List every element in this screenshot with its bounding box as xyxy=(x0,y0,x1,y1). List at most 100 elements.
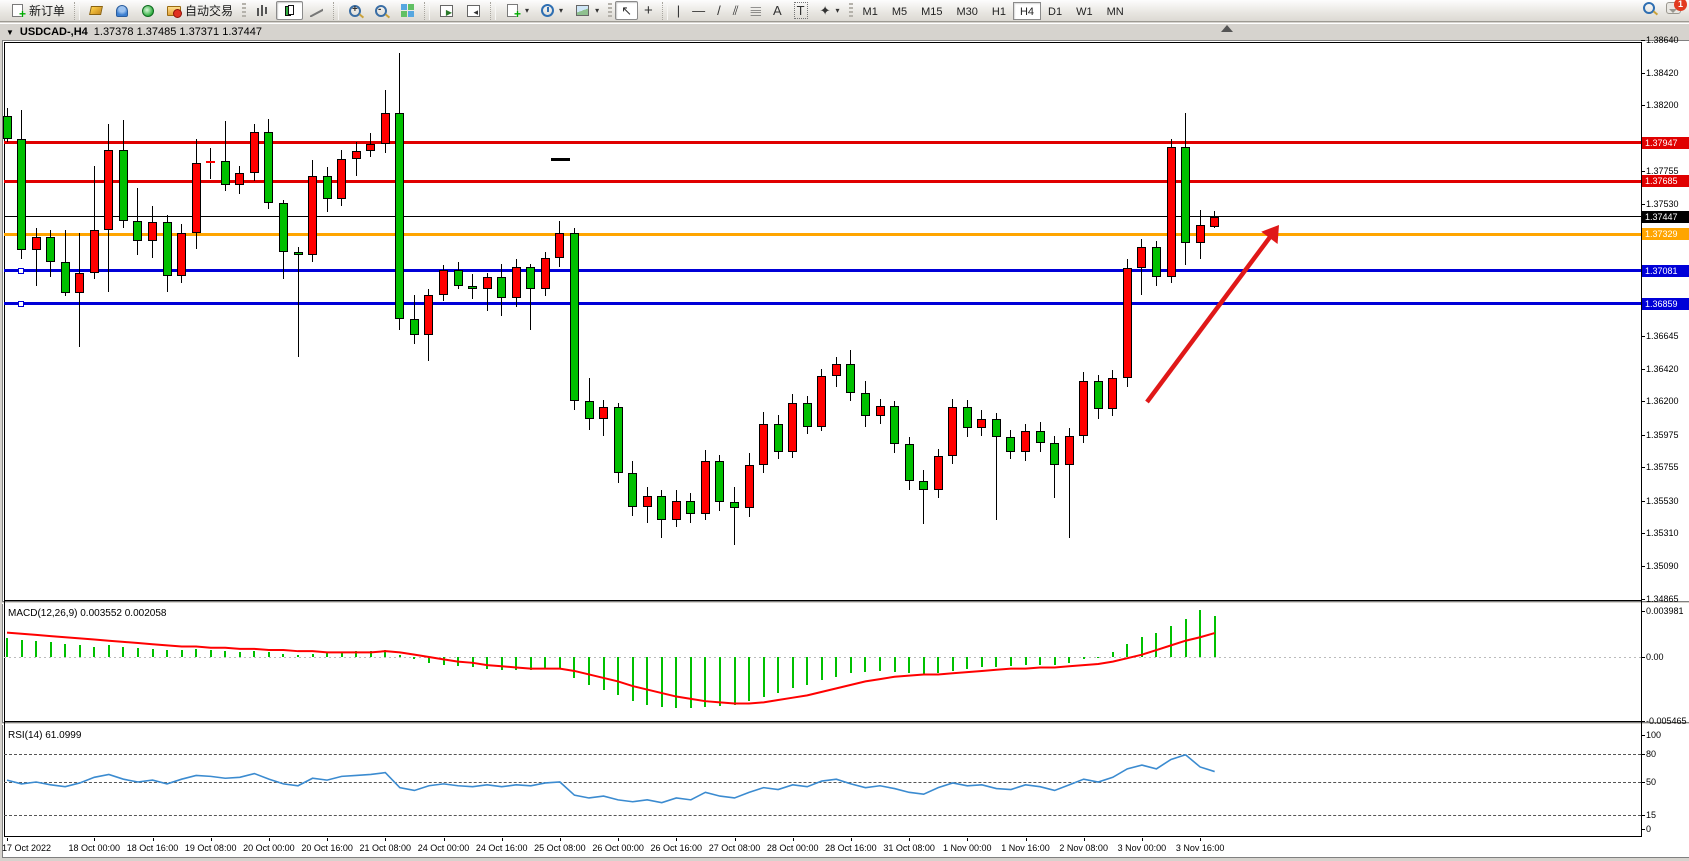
cursor-tool-button[interactable]: ↖ xyxy=(615,1,638,20)
auto-scroll-button[interactable] xyxy=(433,1,460,20)
macd-histogram-bar xyxy=(849,657,852,674)
time-label: 26 Oct 16:00 xyxy=(650,843,703,853)
channel-icon: ⫽ xyxy=(732,3,739,18)
macd-histogram-bar xyxy=(442,657,445,666)
time-label: 24 Oct 00:00 xyxy=(417,843,470,853)
arrows-tool[interactable]: ✦ ▾ xyxy=(814,1,846,20)
candle-body-down xyxy=(686,500,696,515)
horizontal-line-object[interactable] xyxy=(4,302,1641,306)
signals-button[interactable] xyxy=(135,1,161,20)
time-tick xyxy=(210,838,212,841)
line-chart-button[interactable] xyxy=(303,1,330,20)
candle-body-up xyxy=(206,161,216,163)
macd-histogram-bar xyxy=(689,657,692,709)
macd-histogram-bar xyxy=(558,657,561,669)
macd-label: MACD(12,26,9) 0.003552 0.002058 xyxy=(8,608,167,619)
timeframe-D1[interactable]: D1 xyxy=(1048,5,1063,18)
macd-histogram-bar xyxy=(93,646,96,657)
zoom-in-button[interactable]: + xyxy=(342,1,368,20)
candle-body-down xyxy=(526,266,536,289)
bar-chart-button[interactable] xyxy=(249,1,276,20)
chart-shift-button[interactable] xyxy=(460,1,487,20)
macd-axis-tick xyxy=(1641,720,1645,722)
auto-scroll-icon xyxy=(440,4,454,17)
timeframe-MN[interactable]: MN xyxy=(1106,5,1124,18)
separator xyxy=(424,1,431,20)
line-drag-handle[interactable] xyxy=(18,267,24,274)
macd-histogram-bar xyxy=(675,657,678,709)
macd-histogram-bar xyxy=(980,657,983,668)
candle-body-down xyxy=(264,131,274,203)
macd-histogram-bar xyxy=(879,657,881,671)
price-tick-label: 1.35310 xyxy=(1646,528,1679,539)
zoom-out-button[interactable]: - xyxy=(368,1,394,20)
candle-body-up xyxy=(380,112,390,144)
macd-histogram-bar xyxy=(267,652,270,657)
vertical-line-tool[interactable]: | xyxy=(671,1,686,20)
macd-splitter[interactable] xyxy=(2,601,1689,604)
crosshair-tool-button[interactable]: + xyxy=(638,1,659,20)
candle-body-down xyxy=(278,202,288,252)
channel-tool[interactable]: ⫽ xyxy=(727,1,745,20)
search-icon[interactable] xyxy=(1643,2,1655,14)
horizontal-line-tool[interactable]: — xyxy=(686,1,711,20)
candle-body-down xyxy=(584,401,594,420)
time-label: 26 Oct 00:00 xyxy=(592,843,644,853)
macd-histogram-bar xyxy=(937,657,940,674)
timeframe-M5[interactable]: M5 xyxy=(891,5,908,18)
text-tool[interactable]: A xyxy=(767,1,788,20)
notifications-icon[interactable]: 1 xyxy=(1666,0,1687,14)
toolbar-grip xyxy=(848,2,853,19)
timeframe-H1[interactable]: H1 xyxy=(991,5,1006,18)
timeframe-W1[interactable]: W1 xyxy=(1076,5,1093,18)
candle-body-down xyxy=(569,232,579,402)
candle-body-up xyxy=(1108,377,1118,409)
horizontal-line-object[interactable] xyxy=(4,179,1641,183)
candle-body-down xyxy=(497,277,507,298)
time-tick xyxy=(327,838,329,841)
candle-body-down xyxy=(715,460,725,503)
candle-wick xyxy=(297,247,299,358)
time-label: 27 Oct 08:00 xyxy=(708,843,761,853)
macd-histogram-bar xyxy=(340,652,343,657)
autotrading-button[interactable]: 自动交易 xyxy=(161,1,239,20)
candle-body-down xyxy=(1181,146,1191,243)
chart-dropdown-icon[interactable]: ▼ xyxy=(6,27,14,37)
candle-body-up xyxy=(89,229,99,273)
trendline-tool[interactable]: / xyxy=(711,1,727,20)
macd-histogram-bar xyxy=(791,657,794,689)
text-label-tool[interactable]: T xyxy=(788,1,814,20)
market-watch-button[interactable] xyxy=(109,1,135,20)
rsi-splitter[interactable] xyxy=(2,722,1689,725)
horizontal-line-object[interactable] xyxy=(4,232,1641,236)
candle-body-down xyxy=(118,149,128,221)
candle-body-down xyxy=(773,423,783,452)
periods-button[interactable]: ▾ xyxy=(535,1,569,20)
new-order-button[interactable]: + 新订单 xyxy=(4,1,71,20)
tile-windows-button[interactable] xyxy=(394,1,421,20)
timeframe-M30[interactable]: M30 xyxy=(956,5,978,18)
chart-profile-button[interactable] xyxy=(83,1,109,20)
fibonacci-tool[interactable]: 𝄙 xyxy=(745,1,767,20)
timeframe-M1[interactable]: M1 xyxy=(862,5,878,18)
price-tick-label: 1.38420 xyxy=(1646,67,1679,78)
time-label: 1 Nov 16:00 xyxy=(1001,843,1050,853)
horizontal-line-object[interactable] xyxy=(4,269,1641,273)
time-label: 21 Oct 08:00 xyxy=(359,843,412,853)
timeframe-M15[interactable]: M15 xyxy=(921,5,943,18)
candle-body-down xyxy=(293,251,303,255)
templates-button[interactable]: ▾ xyxy=(569,1,605,20)
rsi-level-line xyxy=(4,814,1641,816)
time-label: 17 Oct 2022 xyxy=(2,843,52,853)
price-tick xyxy=(1641,599,1645,601)
macd-histogram-bar xyxy=(1155,632,1158,657)
timeframe-H4[interactable]: H4 xyxy=(1012,1,1042,20)
candle-wick xyxy=(923,469,925,525)
price-tick xyxy=(1641,565,1645,567)
candlestick-chart-button[interactable] xyxy=(276,1,304,20)
line-drag-handle[interactable] xyxy=(18,300,24,307)
rsi-axis-label: 80 xyxy=(1646,748,1657,759)
time-label: 20 Oct 16:00 xyxy=(301,843,353,853)
horizontal-line-object[interactable] xyxy=(4,141,1641,145)
new-chart-button[interactable]: + ▾ xyxy=(499,1,535,20)
